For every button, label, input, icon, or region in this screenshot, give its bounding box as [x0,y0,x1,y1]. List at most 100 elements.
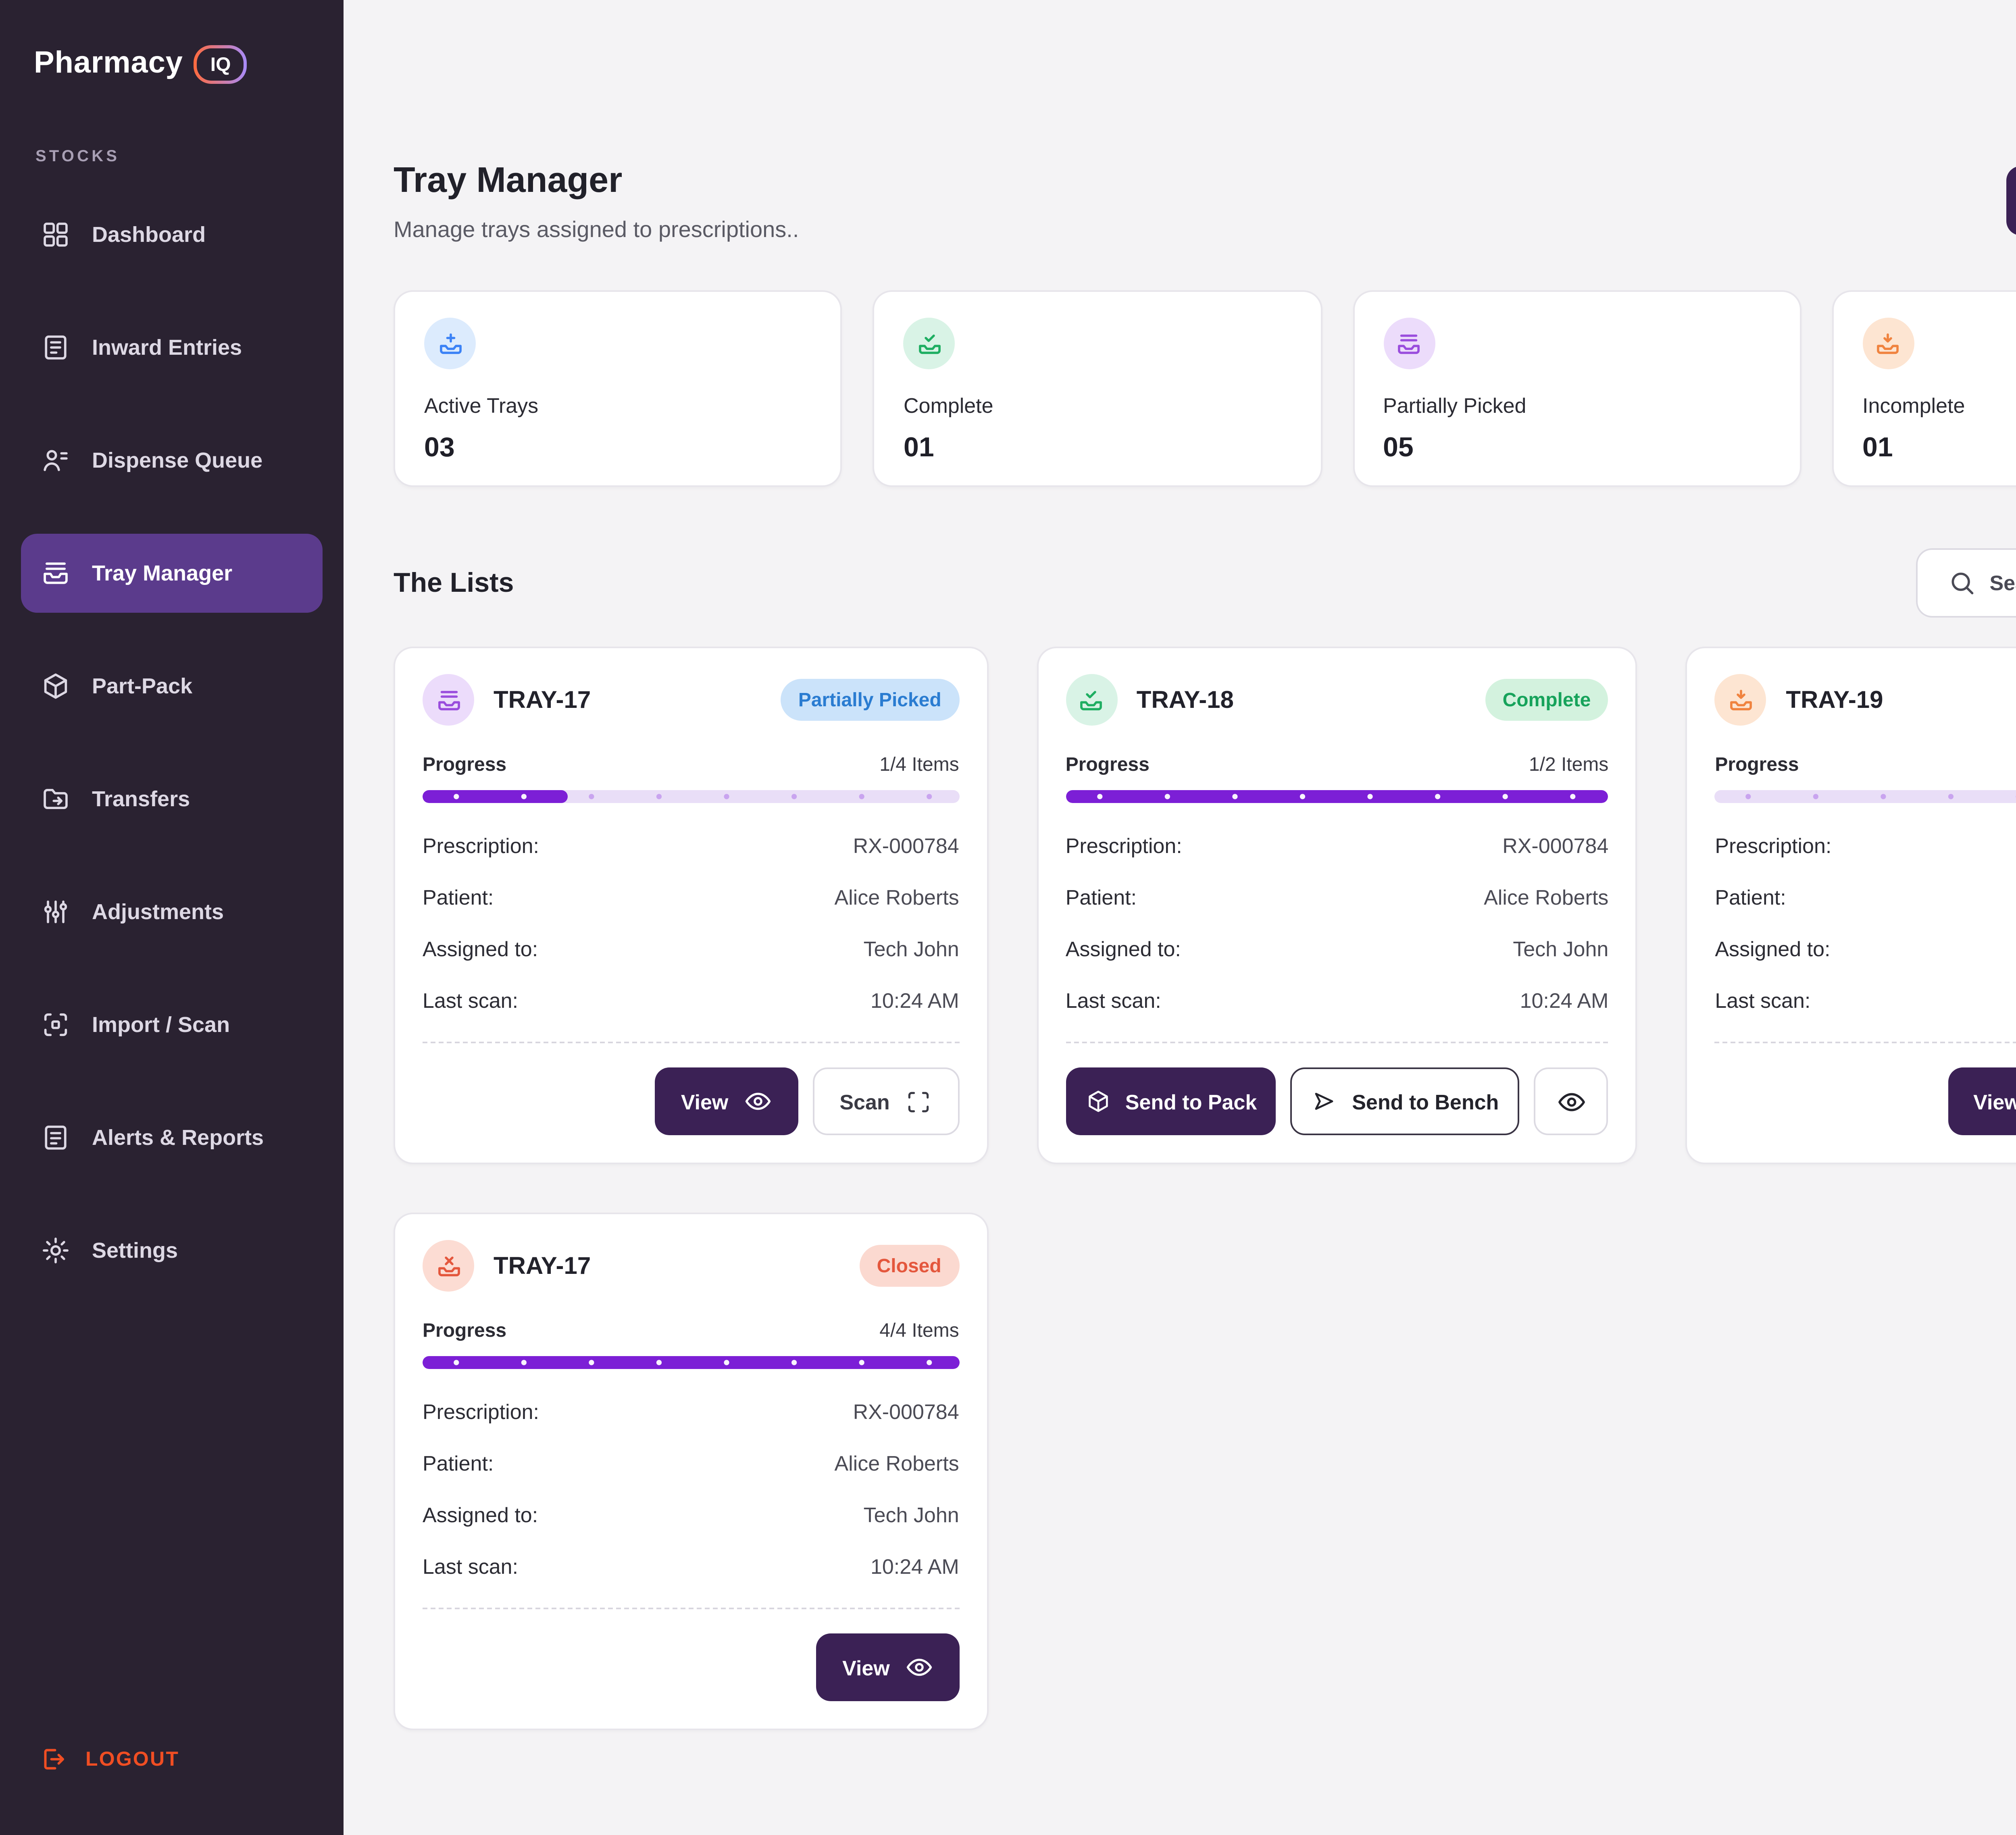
view-button[interactable]: View [1947,1067,2016,1135]
progress-label: Progress [1715,753,1799,776]
page-header: Tray Manager Manage trays assigned to pr… [394,160,2016,242]
field-label: Prescription: [1065,833,1182,857]
sidebar-item-label: Inward Entries [92,335,242,360]
sidebar-item-settings[interactable]: Settings [21,1211,323,1290]
assigned-row: Assigned to: Tech John [1066,922,1609,974]
tray-check-icon [904,318,955,369]
send-to-pack-label: Send to Pack [1125,1089,1257,1113]
prescription-row: Prescription: RX-000784 [423,1385,959,1437]
tray-name: TRAY-17 [494,1252,591,1280]
field-value: RX-000784 [853,833,959,857]
view-icon-button[interactable] [1534,1067,1609,1135]
search-button[interactable]: Search [1915,548,2016,618]
stat-value: 05 [1383,432,1414,463]
field-label: Prescription: [423,1399,539,1423]
field-label: Patient: [423,1450,494,1475]
field-label: Patient: [1715,884,1786,909]
lists-header: The Lists Search Filters [394,548,2016,618]
assigned-row: Assigned to: Tech John [423,1488,959,1540]
sidebar-item-label: Adjustments [92,900,224,924]
tray-name: TRAY-19 [1786,686,1883,714]
stat-card-incomplete: Incomplete 01 [1832,290,2016,487]
field-value: 10:24 AM [870,1554,959,1578]
sidebar-item-transfers[interactable]: Transfers [21,759,323,838]
stat-label: Partially Picked [1383,393,1527,418]
patient-row: Patient: Alice Roberts [1066,871,1609,922]
page-subtitle: Manage trays assigned to prescriptions.. [394,216,799,242]
search-label: Search [1989,571,2016,595]
progress-bar [1715,790,2016,803]
eye-icon [906,1658,931,1676]
progress-items: 1/2 Items [1529,753,1609,776]
stat-label: Incomplete [1862,393,1965,418]
stat-card-active-trays: Active Trays 03 [394,290,842,487]
logout-button[interactable]: LOGOUT [39,1745,179,1774]
stat-card-partially-picked: Partially Picked 05 [1352,290,1801,487]
send-icon [1315,1092,1334,1110]
package-icon [40,671,71,701]
field-label: Prescription: [1715,833,1832,857]
sidebar-item-adjustments[interactable]: Adjustments [21,872,323,951]
view-button[interactable]: View [816,1633,959,1701]
sidebar-item-tray-manager[interactable]: Tray Manager [21,534,323,613]
sidebar-item-dashboard[interactable]: Dashboard [21,195,323,274]
progress-items: 1/4 Items [879,753,959,776]
scan-brackets-icon [908,1091,928,1112]
sidebar-item-label: Part-Pack [92,674,193,698]
progress-items: 4/4 Items [879,1319,959,1342]
tray-arrow-down-icon [1715,674,1767,726]
assigned-row: Assigned to: Tech John [423,922,959,974]
search-icon [1951,572,1973,595]
report-icon [40,1122,71,1153]
status-badge: Complete [1485,679,1609,721]
send-to-bench-label: Send to Bench [1352,1089,1499,1113]
sidebar-nav: Dashboard Inward Entries Dispense Queue … [0,195,344,1290]
assign-new-tray-button[interactable]: Assign New Tray [2006,166,2016,235]
scan-button[interactable]: Scan [812,1067,959,1135]
progress-label: Progress [1065,753,1150,776]
prescription-row: Prescription: RX-000784 [1715,819,2016,871]
tray-card: TRAY-17 Closed Progress 4/4 Items Prescr… [394,1213,988,1730]
field-label: Assigned to: [423,1502,538,1526]
divider [423,1042,959,1043]
field-label: Last scan: [423,988,519,1012]
send-to-pack-button[interactable]: Send to Pack [1065,1067,1277,1135]
progress-label: Progress [423,753,507,776]
prescription-row: Prescription: RX-000784 [1066,819,1609,871]
sidebar: Pharmacy IQ STOCKS Dashboard Inward Entr… [0,0,344,1835]
sidebar-item-part-pack[interactable]: Part-Pack [21,647,323,726]
divider [423,1608,959,1609]
tray-check-icon [1065,674,1117,726]
view-button[interactable]: View [655,1067,798,1135]
field-value: Alice Roberts [834,884,959,909]
divider [1715,1042,2016,1043]
field-value: Tech John [1513,936,1609,960]
sidebar-item-dispense-queue[interactable]: Dispense Queue [21,421,323,500]
assigned-row: Assigned to: Tech John [1715,922,2016,974]
progress-bar [423,790,959,803]
field-label: Last scan: [1065,988,1161,1012]
brand-badge: IQ [194,45,247,84]
status-badge: Closed [859,1245,959,1287]
sidebar-item-inward-entries[interactable]: Inward Entries [21,308,323,387]
eye-icon [745,1092,770,1110]
field-label: Last scan: [423,1554,519,1578]
sidebar-item-label: Import / Scan [92,1013,230,1037]
field-value: RX-000784 [1502,833,1609,857]
eye-icon [1558,1092,1585,1111]
field-value: Tech John [863,1502,959,1526]
status-badge: Partially Picked [780,679,959,721]
last-scan-row: Last scan: 10:24 AM [1715,974,2016,1026]
sidebar-item-alerts-reports[interactable]: Alerts & Reports [21,1098,323,1177]
sidebar-item-import-scan[interactable]: Import / Scan [21,985,323,1064]
tray-plus-icon [424,318,476,369]
stat-value: 01 [1862,432,1893,463]
lists-title: The Lists [394,567,514,597]
field-value: RX-000784 [853,1399,959,1423]
page-title: Tray Manager [394,160,623,200]
field-label: Assigned to: [423,936,538,960]
sidebar-item-label: Settings [92,1238,178,1263]
send-to-bench-button[interactable]: Send to Bench [1291,1067,1520,1135]
progress-bar [423,1356,959,1369]
package-icon [1088,1090,1108,1112]
